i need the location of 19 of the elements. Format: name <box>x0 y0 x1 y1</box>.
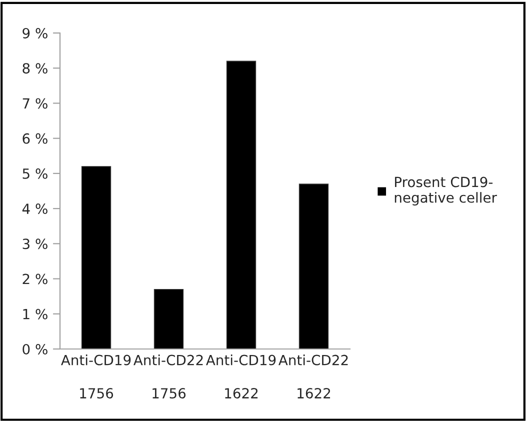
y-tick-label: 3 % <box>22 238 48 250</box>
bar <box>81 166 112 349</box>
category-label: Anti-CD19 1622 <box>206 354 276 399</box>
category-label: Anti-CD19 1756 <box>61 354 131 399</box>
bar <box>298 184 329 349</box>
y-tick-label: 5 % <box>22 168 48 179</box>
y-tick-label: 9 % <box>22 28 48 38</box>
y-tick-label: 4 % <box>22 204 48 214</box>
y-tick-label: 6 % <box>22 133 48 144</box>
y-tick-label: 8 % <box>22 63 48 74</box>
category-label: Anti-CD22 1622 <box>278 354 348 399</box>
bar <box>154 288 184 349</box>
y-tick-label: 1 % <box>23 308 48 320</box>
category-label: Anti-CD22 1756 <box>134 354 203 399</box>
bar <box>226 60 256 349</box>
y-tick-label: 7 % <box>22 98 48 109</box>
legend-label: Prosent CD19- negative celler <box>394 176 497 206</box>
y-tick-label: 2 % <box>22 274 48 284</box>
y-tick-label: 0 % <box>22 344 48 354</box>
